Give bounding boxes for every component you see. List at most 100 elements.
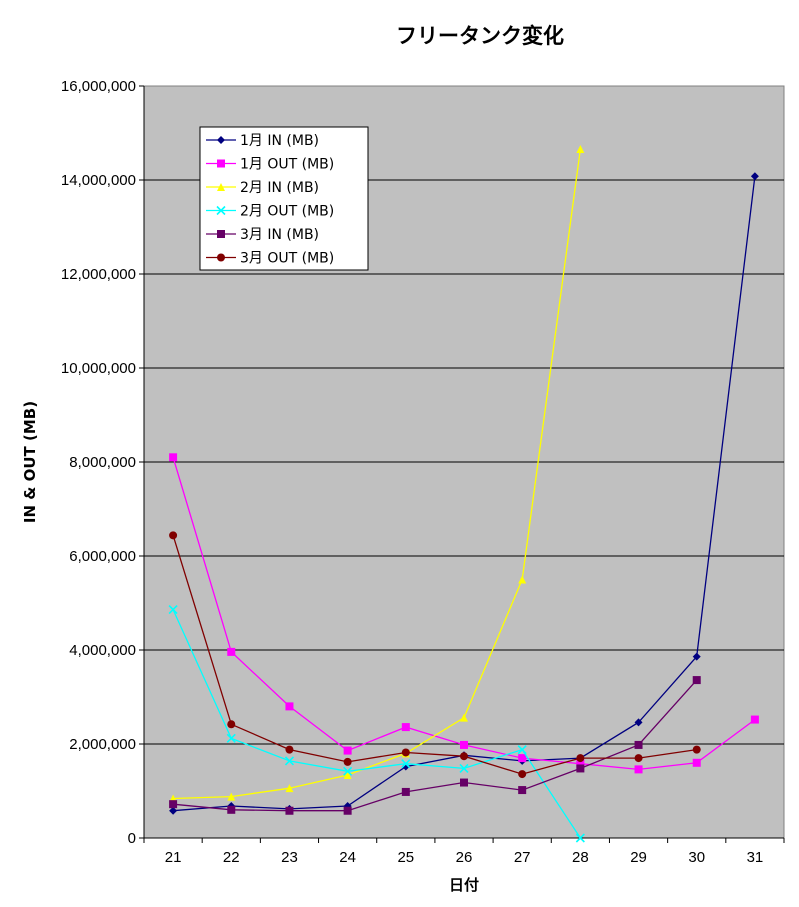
data-point <box>343 757 352 766</box>
data-point <box>343 746 352 755</box>
series-4 <box>168 605 585 843</box>
data-point <box>692 652 701 661</box>
data-point <box>168 605 178 615</box>
data-point <box>285 784 294 793</box>
data-point <box>343 766 353 776</box>
legend-marker <box>217 230 225 238</box>
legend-label: 3月 IN (MB) <box>240 227 319 243</box>
y-tick-label: 12,000,000 <box>61 266 136 283</box>
legend-label: 2月 IN (MB) <box>240 180 319 196</box>
x-tick-label: 27 <box>514 849 531 866</box>
data-point <box>285 702 294 711</box>
data-point <box>460 713 468 722</box>
data-point <box>518 770 527 779</box>
legend-box <box>199 126 369 271</box>
x-axis-label: 日付 <box>449 876 479 894</box>
data-point <box>401 723 410 732</box>
chart-title: フリータンク変化 <box>396 24 564 48</box>
series-line <box>173 148 582 800</box>
series-line <box>173 679 698 812</box>
y-tick-label: 2,000,000 <box>69 736 136 753</box>
data-point <box>634 754 643 763</box>
x-tick-label: 31 <box>747 849 764 866</box>
y-tick-label: 6,000,000 <box>69 548 136 565</box>
series-2 <box>169 453 759 774</box>
data-point <box>459 763 469 774</box>
data-point <box>634 740 643 749</box>
data-point <box>576 759 585 768</box>
x-tick-label: 25 <box>397 849 414 866</box>
legend: 1月 IN (MB) 1月 OUT (MB) 2月 IN (MB) 2月 OUT (M… <box>199 126 369 271</box>
x-tick-label: 22 <box>223 849 240 866</box>
legend-label: 3月 OUT (MB) <box>240 251 334 267</box>
data-point <box>460 778 468 787</box>
legend-marker <box>217 136 225 144</box>
data-point <box>750 715 759 724</box>
data-point <box>343 806 352 815</box>
y-tick-label: 10,000,000 <box>61 360 136 377</box>
data-point <box>227 805 236 814</box>
legend-marker <box>216 205 226 216</box>
data-point <box>169 806 178 815</box>
data-point <box>517 745 527 755</box>
data-point <box>227 792 236 801</box>
x-tick-label: 30 <box>688 849 705 866</box>
legend-item: 2月 IN (MB) <box>206 180 319 196</box>
data-point <box>285 745 294 754</box>
data-point <box>460 740 468 749</box>
x-axis-ticks: 21 22 23 24 25 26 27 28 29 30 31 <box>143 837 785 866</box>
x-tick-label: 24 <box>339 849 356 866</box>
x-tick-label: 29 <box>630 849 647 866</box>
y-tick-label: 8,000,000 <box>69 454 136 471</box>
data-point <box>518 754 527 763</box>
data-point <box>692 676 701 685</box>
legend-label: 1月 IN (MB) <box>240 133 319 149</box>
legend-item: 2月 OUT (MB) <box>206 204 334 220</box>
series-6 <box>169 531 701 779</box>
data-point <box>284 756 295 766</box>
legend-item: 1月 IN (MB) <box>206 133 319 149</box>
legend-item: 1月 OUT (MB) <box>206 157 334 173</box>
y-axis-ticks: 0 2,000,000 4,000,000 6,000,000 8,000,000 10,… <box>61 78 145 847</box>
legend-item: 3月 IN (MB) <box>206 227 319 243</box>
legend-marker <box>217 183 225 191</box>
data-point <box>169 800 178 809</box>
data-point <box>227 647 236 656</box>
data-point <box>169 453 178 462</box>
data-point <box>634 765 643 774</box>
y-tick-label: 0 <box>128 830 136 847</box>
y-tick-label: 14,000,000 <box>61 172 136 189</box>
data-point <box>460 752 468 761</box>
data-point <box>285 806 294 815</box>
data-point <box>401 748 410 757</box>
y-tick-label: 4,000,000 <box>69 642 136 659</box>
data-point <box>575 833 585 843</box>
y-axis-label: IN & OUT (MB) <box>21 401 39 523</box>
data-point <box>169 531 178 540</box>
data-point <box>634 718 643 727</box>
x-tick-label: 28 <box>572 849 589 866</box>
series-line <box>172 609 581 839</box>
data-point <box>576 754 585 763</box>
legend-item: 3月 OUT (MB) <box>206 251 334 267</box>
x-tick-label: 23 <box>281 849 298 866</box>
data-point <box>518 575 527 584</box>
series-group <box>168 144 759 843</box>
legend-label: 1月 OUT (MB) <box>240 157 334 173</box>
series-line <box>172 535 697 775</box>
legend-marker <box>217 253 225 262</box>
data-point <box>343 771 352 780</box>
data-point <box>401 787 410 796</box>
data-point <box>692 745 701 754</box>
legend-label: 2月 OUT (MB) <box>240 204 334 220</box>
gridlines <box>144 179 784 745</box>
legend-marker <box>217 159 225 168</box>
data-point <box>401 759 411 769</box>
series-5 <box>169 676 701 815</box>
data-point <box>692 758 701 767</box>
data-point <box>576 144 585 153</box>
data-point <box>226 733 236 743</box>
data-point <box>750 172 759 181</box>
data-point <box>576 764 585 773</box>
